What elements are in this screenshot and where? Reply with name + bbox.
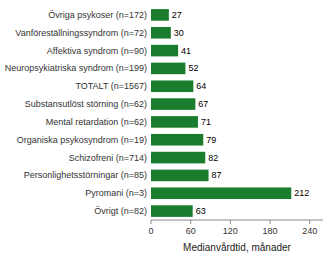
category-label: Substansutlöst störning (n=62)	[25, 99, 147, 109]
category-label: Organiska psykosyndrom (n=19)	[17, 135, 147, 145]
category-label: Vanföreställningssyndrom (n=72)	[15, 28, 147, 38]
bar	[151, 63, 185, 75]
bar	[151, 116, 198, 128]
bars	[151, 9, 291, 217]
data-label: 82	[208, 153, 218, 163]
bar	[151, 45, 178, 57]
data-label: 63	[196, 206, 206, 216]
tick-mark	[270, 220, 271, 224]
chart: Övriga psykoser (n=172) Vanföreställnings…	[0, 0, 335, 256]
category-label: TOTALT (n=1567)	[75, 81, 147, 91]
category-label: Övrigt (n=82)	[94, 206, 147, 216]
data-label: 52	[188, 63, 198, 73]
tick-mark	[230, 220, 231, 224]
axis-line	[151, 220, 323, 221]
x-axis-label: Medianvårdtid, månader	[183, 242, 292, 253]
tick-label: 120	[223, 226, 238, 236]
tick-label: 60	[186, 226, 196, 236]
category-label: Övriga psykoser (n=172)	[48, 10, 147, 20]
data-label: 67	[198, 99, 208, 109]
category-label: Mental retardation (n=62)	[46, 117, 147, 127]
tick-label: 240	[302, 226, 317, 236]
data-label: 30	[174, 28, 184, 38]
data-label: 212	[294, 188, 309, 198]
bar	[151, 98, 195, 110]
data-label: 87	[212, 170, 222, 180]
tick-mark	[151, 220, 152, 224]
data-label: 27	[172, 10, 182, 20]
data-label: 41	[181, 46, 191, 56]
category-label: Neuropsykiatriska syndrom (n=199)	[5, 63, 147, 73]
bar	[151, 134, 203, 146]
data-label: 64	[196, 81, 206, 91]
tick-label: 0	[148, 226, 153, 236]
category-label: Affektiva syndrom (n=90)	[47, 46, 147, 56]
tick-mark	[190, 220, 191, 224]
bar	[151, 187, 291, 199]
bar	[151, 152, 205, 164]
bar	[151, 9, 169, 21]
bar	[151, 80, 193, 92]
data-label: 79	[206, 135, 216, 145]
category-label: Pyromani (n=3)	[85, 188, 147, 198]
category-label: Personlighetsstörningar (n=85)	[24, 170, 147, 180]
bar	[151, 170, 209, 182]
y-axis: Övriga psykoser (n=172) Vanföreställnings…	[5, 10, 147, 216]
tick-label: 180	[263, 226, 278, 236]
tick-mark	[309, 220, 310, 224]
data-label: 71	[201, 117, 211, 127]
bar	[151, 27, 171, 39]
x-axis: 0 60 120 180 240	[148, 220, 323, 236]
data-labels: 27 30 41 52 64 67 71 79 82 87 212 63	[172, 10, 309, 216]
category-label: Schizofreni (n=714)	[69, 153, 147, 163]
bar	[151, 205, 193, 217]
